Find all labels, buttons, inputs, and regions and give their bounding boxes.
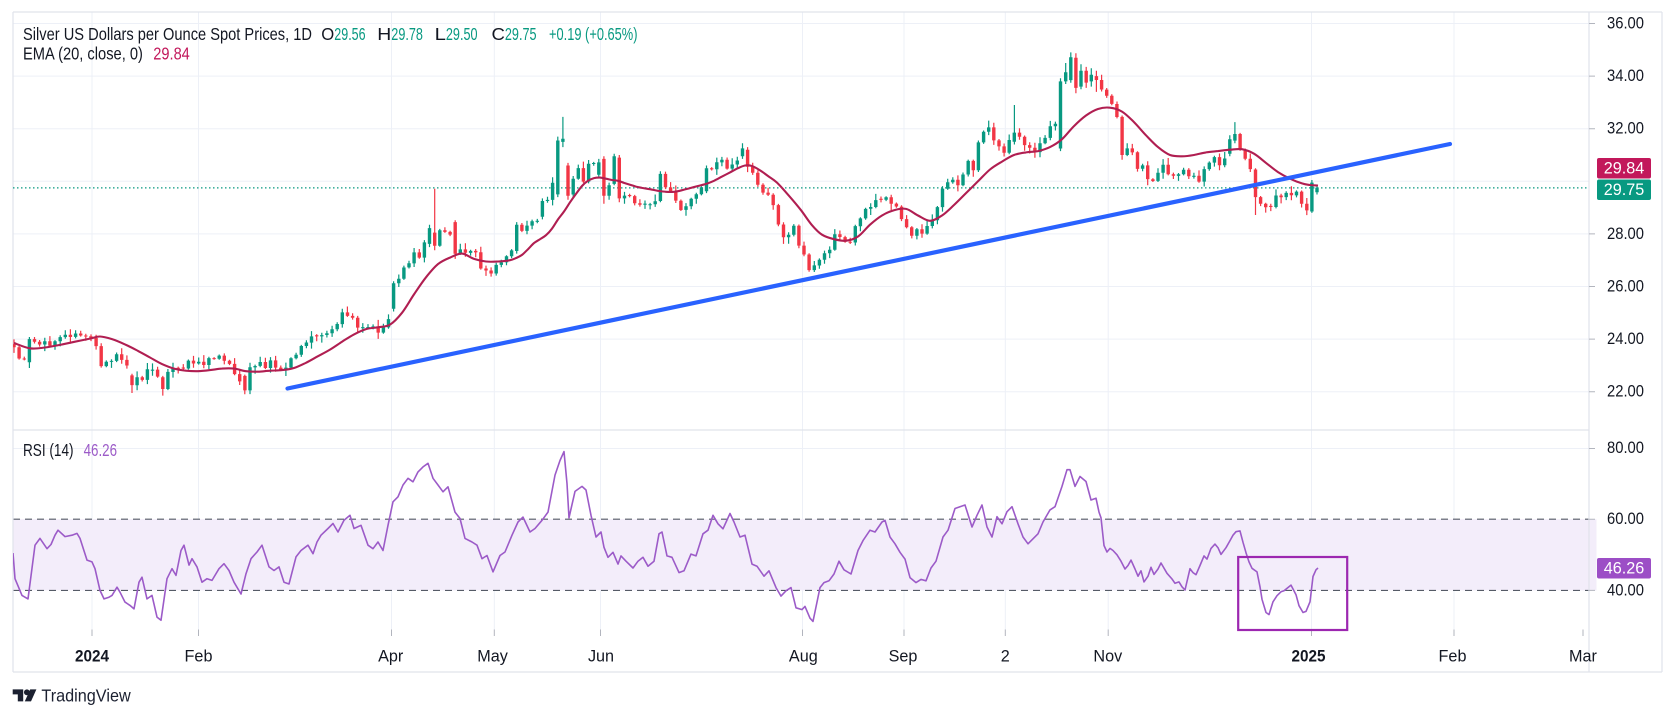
svg-text:22.00: 22.00 (1607, 383, 1644, 401)
svg-text:Silver US Dollars per Ounce Sp: Silver US Dollars per Ounce Spot Prices,… (23, 24, 312, 44)
svg-text:60.00: 60.00 (1607, 510, 1644, 528)
svg-text:L: L (435, 24, 447, 44)
svg-text:EMA (20, close, 0): EMA (20, close, 0) (23, 44, 143, 64)
svg-text:Nov: Nov (1093, 648, 1123, 666)
svg-text:+0.19 (+0.65%): +0.19 (+0.65%) (549, 24, 638, 44)
svg-text:Aug: Aug (789, 648, 818, 666)
svg-text:O: O (321, 24, 334, 44)
svg-text:46.26: 46.26 (84, 440, 117, 460)
svg-text:29.75: 29.75 (1604, 181, 1645, 199)
svg-text:29.84: 29.84 (1604, 160, 1645, 178)
svg-text:C: C (492, 24, 505, 44)
svg-text:2: 2 (1001, 648, 1010, 666)
svg-text:RSI (14): RSI (14) (23, 440, 74, 460)
svg-text:29.84: 29.84 (153, 44, 190, 64)
svg-text:32.00: 32.00 (1607, 120, 1644, 138)
svg-text:40.00: 40.00 (1607, 581, 1644, 599)
svg-text:TradingView: TradingView (41, 685, 131, 705)
svg-text:Feb: Feb (185, 648, 213, 666)
svg-text:28.00: 28.00 (1607, 225, 1644, 243)
svg-text:26.00: 26.00 (1607, 278, 1644, 296)
svg-text:29.75: 29.75 (505, 24, 537, 44)
svg-text:29.50: 29.50 (446, 24, 478, 44)
svg-text:Mar: Mar (1569, 648, 1597, 666)
svg-text:29.78: 29.78 (391, 24, 423, 44)
svg-text:80.00: 80.00 (1607, 439, 1644, 457)
svg-text:Sep: Sep (889, 648, 918, 666)
svg-text:46.26: 46.26 (1604, 560, 1645, 578)
svg-text:Jun: Jun (588, 648, 614, 666)
svg-text:36.00: 36.00 (1607, 15, 1644, 33)
svg-text:34.00: 34.00 (1607, 67, 1644, 85)
svg-text:29.56: 29.56 (334, 24, 365, 44)
svg-text:2025: 2025 (1292, 648, 1326, 666)
svg-text:Apr: Apr (378, 648, 404, 666)
svg-text:Feb: Feb (1439, 648, 1467, 666)
svg-text:2024: 2024 (75, 648, 109, 666)
svg-text:24.00: 24.00 (1607, 330, 1644, 348)
svg-text:May: May (477, 648, 508, 666)
svg-text:H: H (377, 24, 391, 44)
